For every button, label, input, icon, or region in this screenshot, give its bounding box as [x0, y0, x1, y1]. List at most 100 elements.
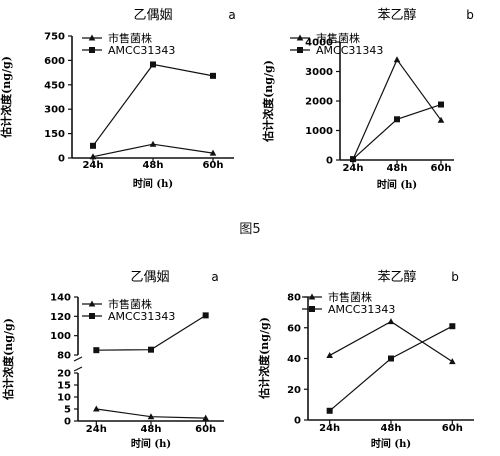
y-tick-label: 0: [326, 156, 333, 167]
y-tick-label: 100: [50, 331, 71, 342]
legend-label: 市售菌株: [316, 31, 360, 45]
legend-marker: [88, 34, 96, 41]
legend-marker: [89, 47, 95, 53]
panel-letter: a: [211, 270, 218, 284]
figure-caption: 图5: [239, 222, 261, 237]
data-point: [326, 407, 333, 414]
y-tick-label: 80: [57, 351, 71, 362]
x-tick-label: 60h: [430, 163, 451, 174]
chart-panel-1: 乙偶姻 a 24h 48h 60h 时间 (h) 0 150 300 450 600 750 估计浓度(…: [0, 8, 236, 190]
x-axis-label: 时间 (h): [133, 177, 173, 190]
y-tick-label: 750: [44, 32, 65, 43]
data-point: [350, 156, 356, 163]
data-point: [210, 72, 216, 79]
y-axis-label: 估计浓度(ng/g): [261, 60, 275, 143]
legend-label: 市售菌株: [108, 297, 152, 311]
x-tick-label: 24h: [342, 163, 363, 174]
chart-title: 乙偶姻: [133, 8, 172, 23]
data-point: [93, 347, 100, 354]
chart-title: 苯乙醇: [377, 7, 416, 23]
y-axis-label: 估计浓度(ng/g): [257, 317, 271, 400]
data-point: [148, 346, 154, 353]
data-point: [202, 414, 209, 421]
x-tick-label: 24h: [86, 424, 107, 435]
x-tick-label: 24h: [82, 160, 103, 171]
legend-marker: [309, 306, 315, 312]
legend-label: 市售菌株: [328, 290, 372, 304]
legend-label: AMCC31343: [328, 303, 395, 316]
y-tick-label: 0: [294, 416, 301, 427]
chart-title: 苯乙醇: [377, 269, 416, 285]
y-tick-label: 60: [287, 323, 301, 334]
y-tick-label: 3000: [305, 67, 333, 78]
data-point: [147, 413, 155, 420]
axis-break-mark: [73, 366, 83, 372]
series-line-amcc31343: [92, 63, 214, 147]
legend-label: AMCC31343: [108, 44, 175, 57]
x-tick-label: 48h: [142, 160, 163, 171]
x-tick-label: 60h: [202, 160, 223, 171]
data-point: [209, 149, 217, 156]
data-point: [93, 405, 100, 412]
x-axis-label: 时间 (h): [371, 437, 411, 450]
x-tick-label: 48h: [380, 423, 401, 434]
legend-label: 市售菌株: [108, 31, 152, 45]
data-point: [149, 140, 157, 147]
x-tick-label: 48h: [140, 424, 161, 435]
data-point: [202, 312, 209, 319]
legend-marker: [308, 293, 316, 300]
y-tick-label: 10: [57, 393, 71, 404]
y-tick-label: 5: [64, 405, 71, 416]
x-tick-label: 60h: [442, 423, 463, 434]
data-point: [438, 101, 444, 108]
y-tick-label: 15: [57, 381, 71, 392]
y-tick-label: 20: [57, 369, 71, 380]
y-tick-label: 1000: [305, 126, 333, 137]
legend-marker: [89, 313, 95, 319]
legend-label: AMCC31343: [316, 44, 383, 57]
axis-break-mark: [73, 356, 83, 362]
panel-letter: b: [466, 8, 474, 22]
y-tick-label: 0: [58, 154, 65, 165]
series-line-amcc31343: [352, 103, 442, 160]
y-axis-label: 估计浓度(ng/g): [1, 318, 15, 401]
data-point: [387, 318, 395, 325]
chart-title: 乙偶姻: [130, 270, 169, 285]
panel-letter: b: [451, 270, 459, 284]
y-tick-label: 80: [287, 293, 301, 304]
panel-letter: a: [228, 8, 235, 22]
legend-marker: [297, 47, 303, 53]
y-tick-label: 450: [44, 80, 65, 91]
data-point: [394, 116, 400, 123]
y-tick-label: 40: [287, 354, 301, 365]
x-axis-label: 时间 (h): [131, 437, 171, 450]
legend-marker: [88, 300, 96, 307]
y-tick-label: 150: [44, 129, 65, 140]
y-tick-label: 600: [44, 56, 65, 67]
data-point: [89, 153, 97, 160]
y-tick-label: 300: [44, 105, 65, 116]
data-point: [150, 61, 156, 68]
y-axis-label: 估计浓度(ng/g): [0, 56, 13, 139]
y-tick-label: 4000: [305, 38, 333, 49]
y-tick-label: 120: [50, 312, 71, 323]
legend-marker: [296, 34, 304, 41]
data-point: [90, 142, 96, 149]
series-line-amcc31343: [329, 325, 453, 412]
legend-label: AMCC31343: [108, 310, 175, 323]
chart-panel-4: 苯乙醇 b 24h 48h 60h 时间 (h) 0 20 40 60 80 估计浓度(ng/g) 市售…: [257, 269, 474, 450]
data-point: [437, 116, 445, 123]
data-point: [449, 323, 456, 330]
data-point: [393, 56, 401, 63]
y-tick-label: 2000: [305, 97, 333, 108]
data-point: [388, 355, 394, 362]
chart-panel-2: 苯乙醇 b 24h 48h 60h 时间 (h) 0 1000 2000 3000 4000 估计浓度…: [261, 7, 474, 191]
x-tick-label: 48h: [386, 163, 407, 174]
x-tick-label: 60h: [195, 424, 216, 435]
x-tick-label: 24h: [319, 423, 340, 434]
x-axis-label: 时间 (h): [377, 178, 417, 191]
y-tick-label: 20: [287, 385, 301, 396]
